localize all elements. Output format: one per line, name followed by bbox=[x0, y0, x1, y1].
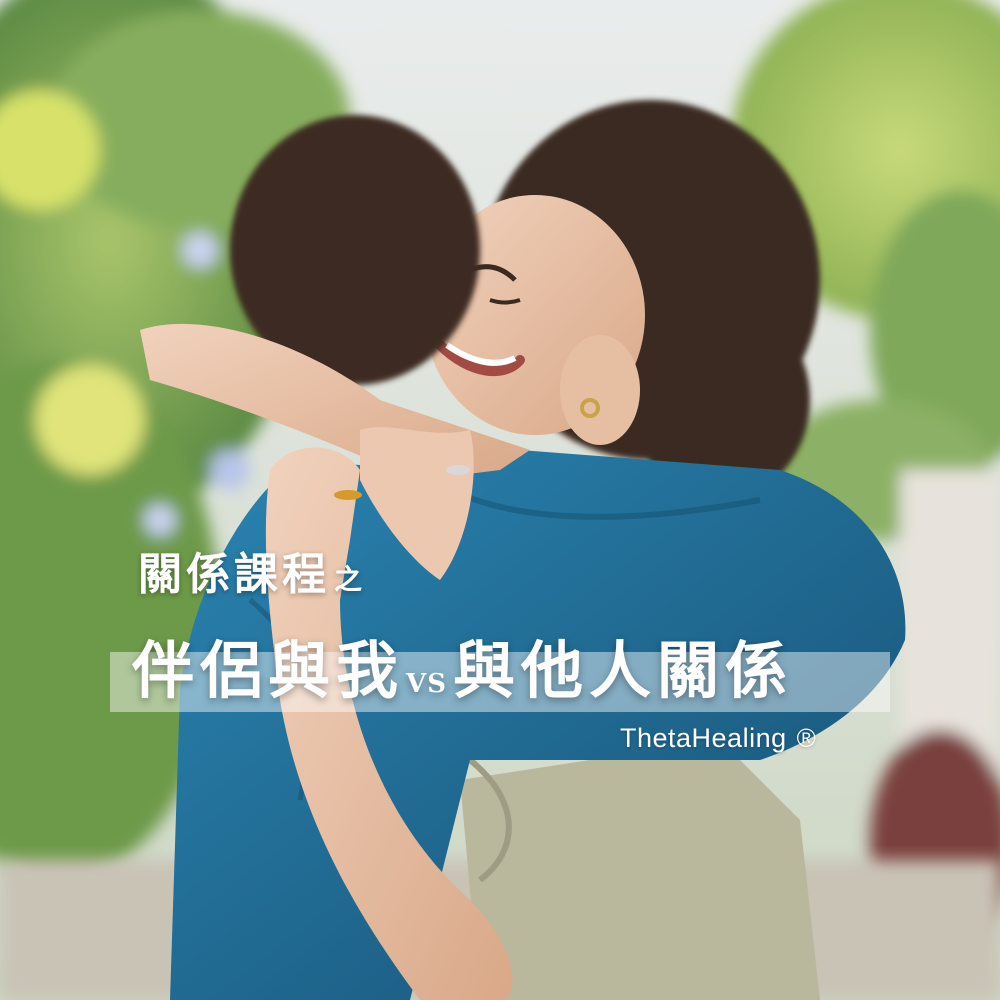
course-title-suffix: 之 bbox=[334, 563, 367, 596]
subtitle-part-a: 伴侶與我 bbox=[132, 634, 405, 707]
course-title-text: 關係課程 bbox=[138, 549, 330, 600]
course-subtitle: 伴侶與我VS與他人關係 bbox=[132, 620, 793, 710]
subtitle-part-b: 與他人關係 bbox=[452, 634, 793, 707]
registered-mark: ® bbox=[796, 723, 817, 753]
brand-name: ThetaHealing bbox=[620, 723, 787, 753]
course-title: 關係課程之 bbox=[138, 538, 366, 602]
brand-label: ThetaHealing ® bbox=[620, 723, 816, 754]
subtitle-vs: VS bbox=[406, 669, 447, 699]
headline-backdrop bbox=[110, 652, 890, 712]
